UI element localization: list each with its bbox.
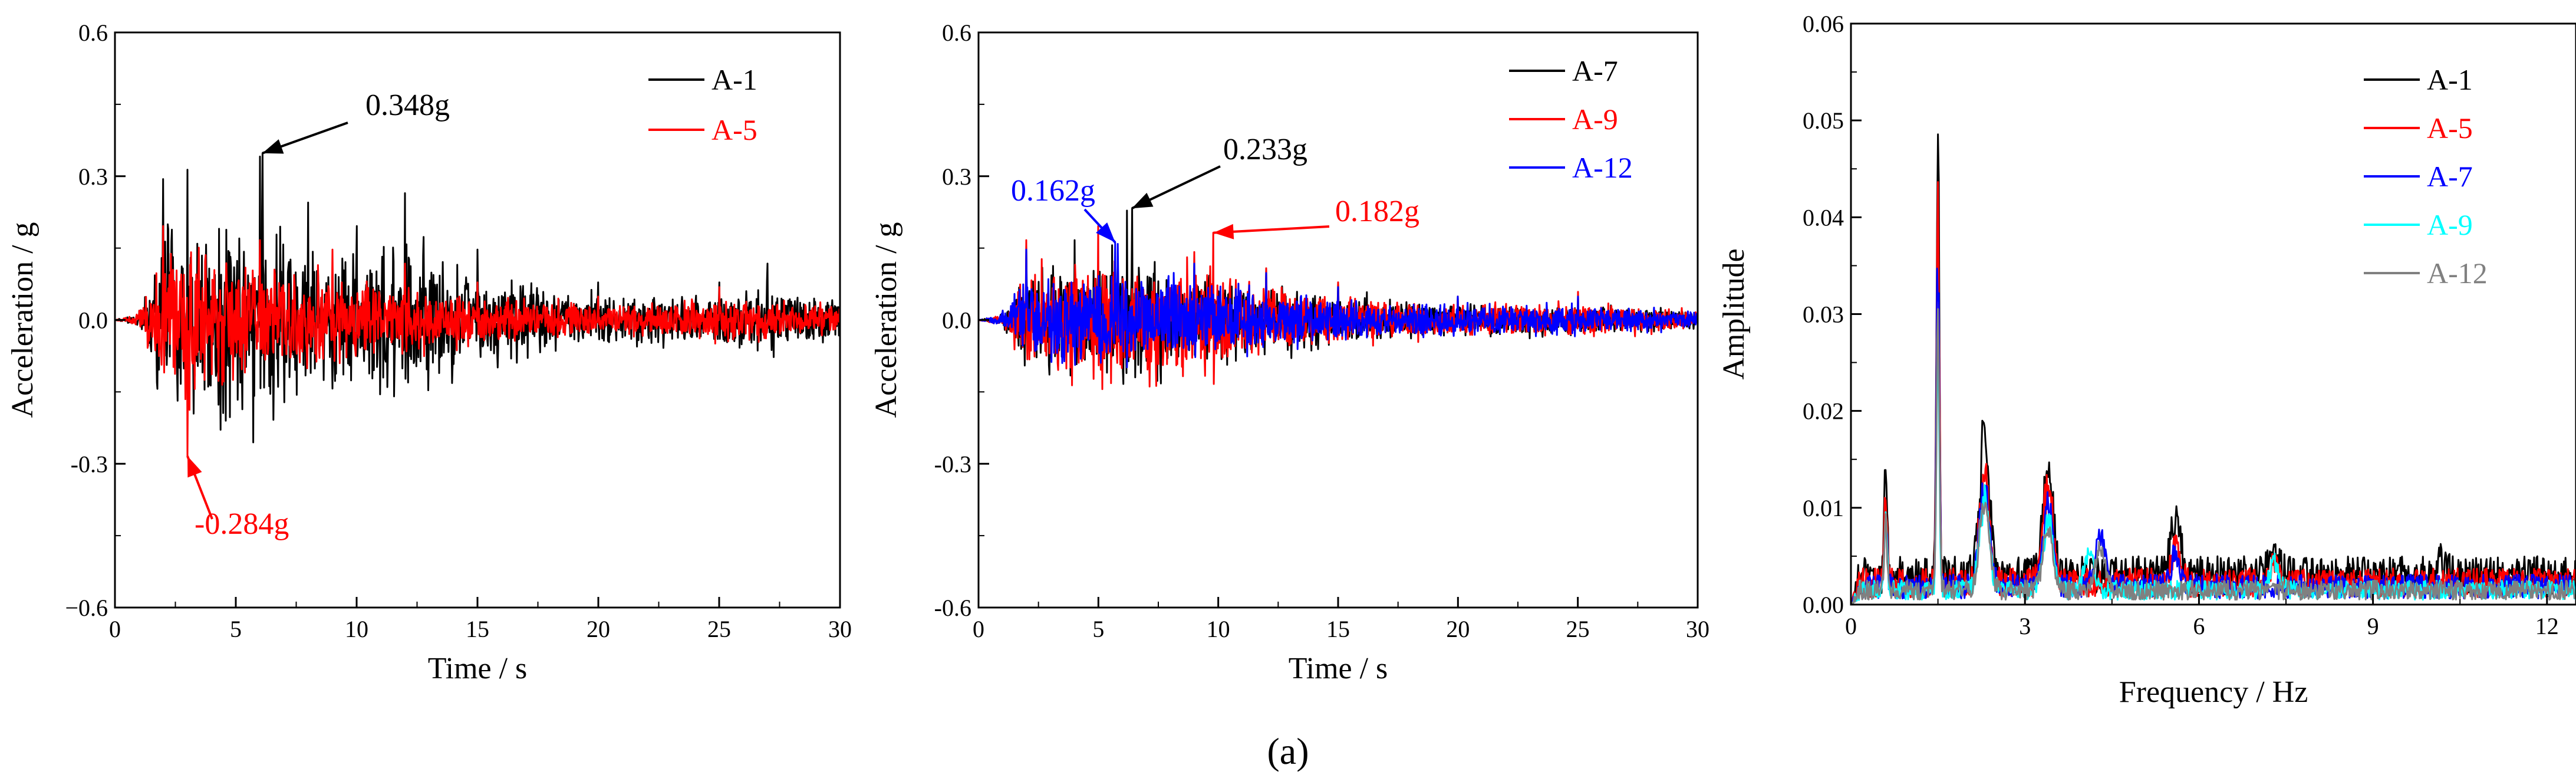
series-line-A-9: [1850, 330, 2576, 605]
y-axis-title: Acceleration / g: [6, 222, 39, 418]
legend-label: A-12: [1572, 151, 1633, 184]
series-line-A-1: [1850, 133, 2576, 605]
x-tick-label: 15: [1326, 616, 1350, 642]
annotation-arrowhead: [1096, 222, 1115, 242]
annotation-label: 0.182g: [1335, 195, 1419, 228]
y-tick-label: 0.01: [1803, 495, 1844, 521]
x-tick-label: 12: [2535, 613, 2559, 639]
legend-label: A-5: [711, 113, 757, 146]
x-tick-label: 25: [1566, 616, 1590, 642]
figure-caption: (a): [1267, 730, 1309, 772]
x-tick-label: 10: [1207, 616, 1230, 642]
y-tick-label: 0.05: [1803, 107, 1844, 134]
annotation-label: -0.284g: [195, 507, 289, 541]
legend-label: A-7: [1572, 54, 1618, 87]
y-tick-label: 0.6: [942, 19, 971, 46]
x-axis-title: Time / s: [428, 652, 528, 685]
x-tick-label: 0: [973, 616, 984, 642]
x-tick-label: 20: [1446, 616, 1470, 642]
x-tick-label: 5: [1092, 616, 1104, 642]
legend-label: A-9: [2427, 208, 2473, 241]
series-line-A-7: [1850, 267, 2576, 605]
y-tick-label: 0.3: [78, 163, 108, 190]
y-tick-label: 0.6: [78, 19, 108, 46]
x-tick-label: 0: [109, 616, 121, 642]
x-tick-label: 10: [345, 616, 368, 642]
legend-label: A-1: [2427, 63, 2473, 96]
x-tick-label: 9: [2367, 613, 2379, 639]
legend-label: A-1: [711, 63, 757, 96]
y-tick-label: 0.04: [1803, 204, 1844, 231]
y-tick-label: -0.3: [934, 451, 971, 477]
y-tick-label: -0.6: [934, 595, 971, 621]
series-line-A-5: [1850, 181, 2576, 606]
legend-label: A-7: [2427, 160, 2473, 193]
annotation-label: 0.233g: [1223, 133, 1307, 166]
x-tick-label: 3: [2019, 613, 2031, 639]
annotation-arrowhead: [262, 139, 284, 154]
x-axis-title: Frequency / Hz: [2119, 675, 2308, 709]
annotation-arrowhead: [187, 456, 202, 478]
legend-label: A-5: [2427, 111, 2473, 145]
x-tick-label: 30: [828, 616, 852, 642]
legend-label: A-9: [1572, 103, 1618, 136]
plot-frame: [1850, 22, 2576, 606]
x-tick-label: 30: [1686, 616, 1709, 642]
series-line-A-12: [978, 241, 1699, 369]
y-tick-label: −0.6: [65, 595, 108, 621]
y-tick-label: 0.00: [1803, 592, 1844, 618]
annotation-arrowhead: [1213, 224, 1234, 239]
annotation-label: 0.162g: [1011, 174, 1095, 208]
x-tick-label: 25: [707, 616, 731, 642]
annotation-arrowhead: [1132, 192, 1154, 209]
x-axis-title: Time / s: [1289, 652, 1388, 685]
y-tick-label: 0.03: [1803, 301, 1844, 328]
x-tick-label: 15: [466, 616, 489, 642]
x-tick-label: 0: [1845, 613, 1857, 639]
legend-label: A-12: [2427, 257, 2488, 290]
series-line-A-12: [1850, 308, 2576, 605]
x-tick-label: 5: [230, 616, 242, 642]
y-tick-label: 0.3: [942, 163, 971, 190]
x-tick-label: 20: [587, 616, 610, 642]
y-tick-label: 0.0: [942, 307, 971, 334]
x-tick-label: 6: [2193, 613, 2205, 639]
y-axis-title: Acceleration / g: [869, 222, 903, 418]
y-tick-label: 0.06: [1803, 11, 1844, 37]
annotation-label: 0.348g: [365, 88, 450, 122]
y-axis-title: Amplitude: [1717, 248, 1751, 379]
y-tick-label: 0.0: [78, 307, 108, 334]
y-tick-label: -0.3: [71, 451, 108, 477]
y-tick-label: 0.02: [1803, 398, 1844, 425]
series-line-A-5: [114, 225, 841, 457]
